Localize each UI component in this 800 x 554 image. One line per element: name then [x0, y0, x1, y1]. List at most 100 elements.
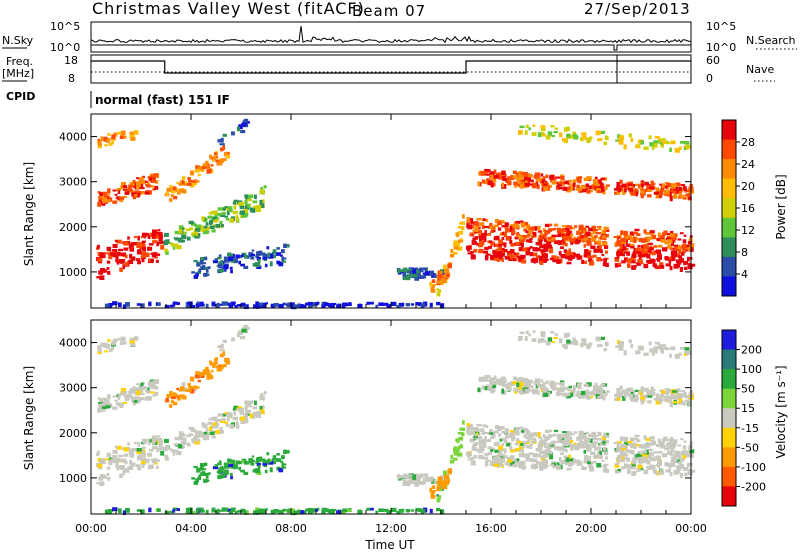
- power-cell: [666, 182, 672, 187]
- power-cell: [217, 212, 222, 216]
- power-cell: [190, 182, 195, 188]
- velocity-cell: [254, 400, 257, 406]
- power-cell: [474, 228, 478, 231]
- power-cell: [586, 137, 592, 142]
- power-cell: [547, 244, 552, 249]
- power-cell: [321, 304, 326, 309]
- velocity-cell: [474, 442, 478, 446]
- velocity-cell: [137, 441, 140, 447]
- velocity-cell: [214, 464, 218, 467]
- power-cell: [225, 217, 229, 221]
- velocity-cell: [489, 446, 493, 449]
- velocity-cell: [542, 434, 546, 439]
- velocity-cell: [481, 431, 485, 435]
- velocity-cell: [643, 352, 647, 356]
- velocity-cell: [282, 463, 287, 466]
- ytick-label: 2000: [59, 221, 87, 234]
- velocity-cell: [99, 481, 105, 486]
- velocity-cell: [165, 397, 169, 403]
- velocity-cell: [99, 398, 103, 403]
- power-cell: [623, 144, 627, 150]
- power-cell: [235, 215, 239, 218]
- power-cell: [677, 238, 682, 241]
- velocity-cell: [568, 440, 574, 443]
- velocity-cell: [493, 458, 499, 462]
- power-cell: [431, 273, 436, 278]
- power-cell: [657, 257, 662, 260]
- power-cell: [342, 302, 348, 307]
- velocity-cell: [104, 509, 110, 515]
- power-cell: [206, 164, 210, 167]
- power-cell: [98, 270, 103, 275]
- power-cell: [687, 264, 692, 268]
- power-cell: [228, 257, 234, 262]
- velocity-cell: [423, 478, 430, 482]
- power-cell: [207, 215, 213, 219]
- power-cell: [568, 236, 572, 242]
- velocity-cell: [605, 468, 609, 473]
- power-cell: [212, 224, 218, 228]
- velocity-cell: [498, 449, 502, 453]
- power-cell: [630, 245, 635, 249]
- velocity-cell: [490, 388, 494, 394]
- velocity-cell: [129, 339, 135, 344]
- velocity-cell: [205, 428, 209, 432]
- power-cell: [206, 226, 210, 231]
- power-cell: [519, 125, 525, 129]
- velocity-cell: [571, 444, 576, 449]
- velocity-cell: [439, 475, 445, 479]
- power-cell: [677, 253, 681, 257]
- power-cell: [593, 235, 598, 238]
- velocity-cell: [680, 390, 686, 393]
- velocity-cell: [501, 437, 505, 442]
- velocity-cell: [287, 508, 292, 514]
- power-cell: [182, 181, 187, 184]
- velocity-cell: [122, 391, 128, 394]
- velocity-cell: [140, 460, 146, 464]
- velocity-cell: [141, 386, 146, 390]
- velocity-cell: [104, 458, 110, 461]
- power-cell: [461, 226, 465, 231]
- power-cell: [564, 250, 568, 254]
- ytick-label: 3000: [59, 176, 87, 189]
- velocity-cell: [195, 434, 201, 438]
- power-cell: [117, 131, 121, 135]
- velocity-cell: [123, 453, 129, 457]
- power-cell: [112, 200, 118, 204]
- velocity-cell: [605, 440, 609, 444]
- velocity-cell: [256, 471, 262, 475]
- power-cell: [544, 256, 548, 260]
- velocity-cell: [516, 440, 522, 444]
- velocity-cell: [588, 342, 593, 345]
- power-cell: [152, 240, 158, 244]
- power-cell: [501, 231, 505, 236]
- power-cell: [650, 259, 656, 263]
- power-cell: [115, 253, 119, 259]
- power-cell: [588, 227, 593, 232]
- velocity-cell: [312, 509, 318, 512]
- velocity-cell: [514, 442, 519, 446]
- velocity-cell: [598, 385, 602, 390]
- velocity-cell: [667, 450, 673, 455]
- velocity-cell: [527, 439, 531, 443]
- power-cell: [150, 185, 155, 188]
- velocity-cell: [635, 454, 640, 460]
- velocity-cell: [114, 399, 118, 402]
- power-cell: [519, 184, 524, 189]
- power-cell: [506, 236, 510, 241]
- velocity-cell: [180, 445, 185, 449]
- power-cell: [173, 237, 179, 240]
- velocity-cell: [678, 398, 683, 404]
- velocity-cell: [563, 333, 569, 338]
- power-cell: [208, 220, 212, 225]
- velocity-cell: [662, 453, 668, 458]
- velocity-cell: [107, 339, 111, 342]
- power-cell: [662, 140, 668, 144]
- power-cell: [431, 284, 435, 289]
- velocity-cell: [258, 508, 264, 512]
- velocity-cell: [518, 336, 522, 341]
- velocity-cell: [669, 353, 672, 358]
- velocity-cell: [158, 439, 164, 444]
- power-cell: [542, 228, 546, 233]
